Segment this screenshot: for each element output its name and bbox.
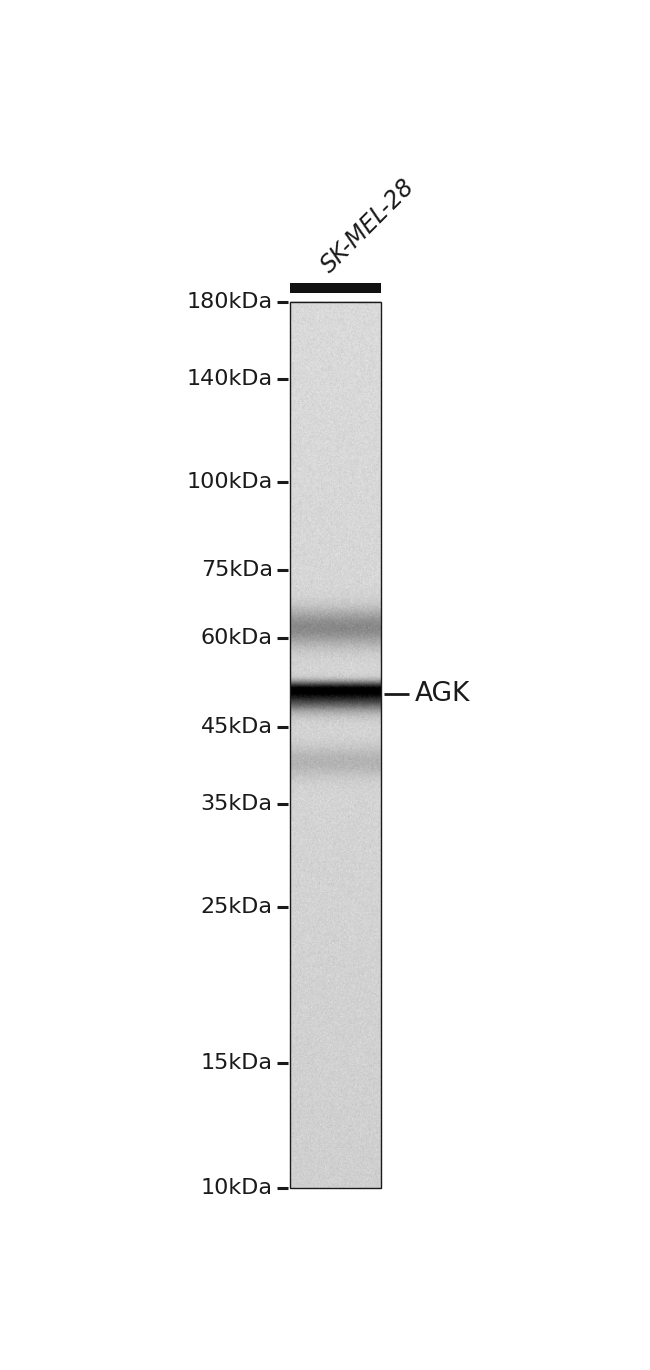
Text: AGK: AGK [415, 681, 470, 707]
Bar [291, 282, 381, 293]
Text: 180kDa: 180kDa [187, 292, 272, 311]
Text: 60kDa: 60kDa [201, 629, 272, 648]
Text: 140kDa: 140kDa [187, 369, 272, 389]
Text: 35kDa: 35kDa [201, 793, 272, 814]
Text: 25kDa: 25kDa [201, 897, 272, 917]
Text: 10kDa: 10kDa [201, 1178, 272, 1197]
Text: SK-MEL-28: SK-MEL-28 [316, 174, 419, 277]
Text: 45kDa: 45kDa [201, 717, 272, 737]
Bar [291, 301, 381, 1188]
Text: 100kDa: 100kDa [187, 471, 272, 492]
Text: 75kDa: 75kDa [201, 560, 272, 580]
Text: 15kDa: 15kDa [201, 1054, 272, 1073]
